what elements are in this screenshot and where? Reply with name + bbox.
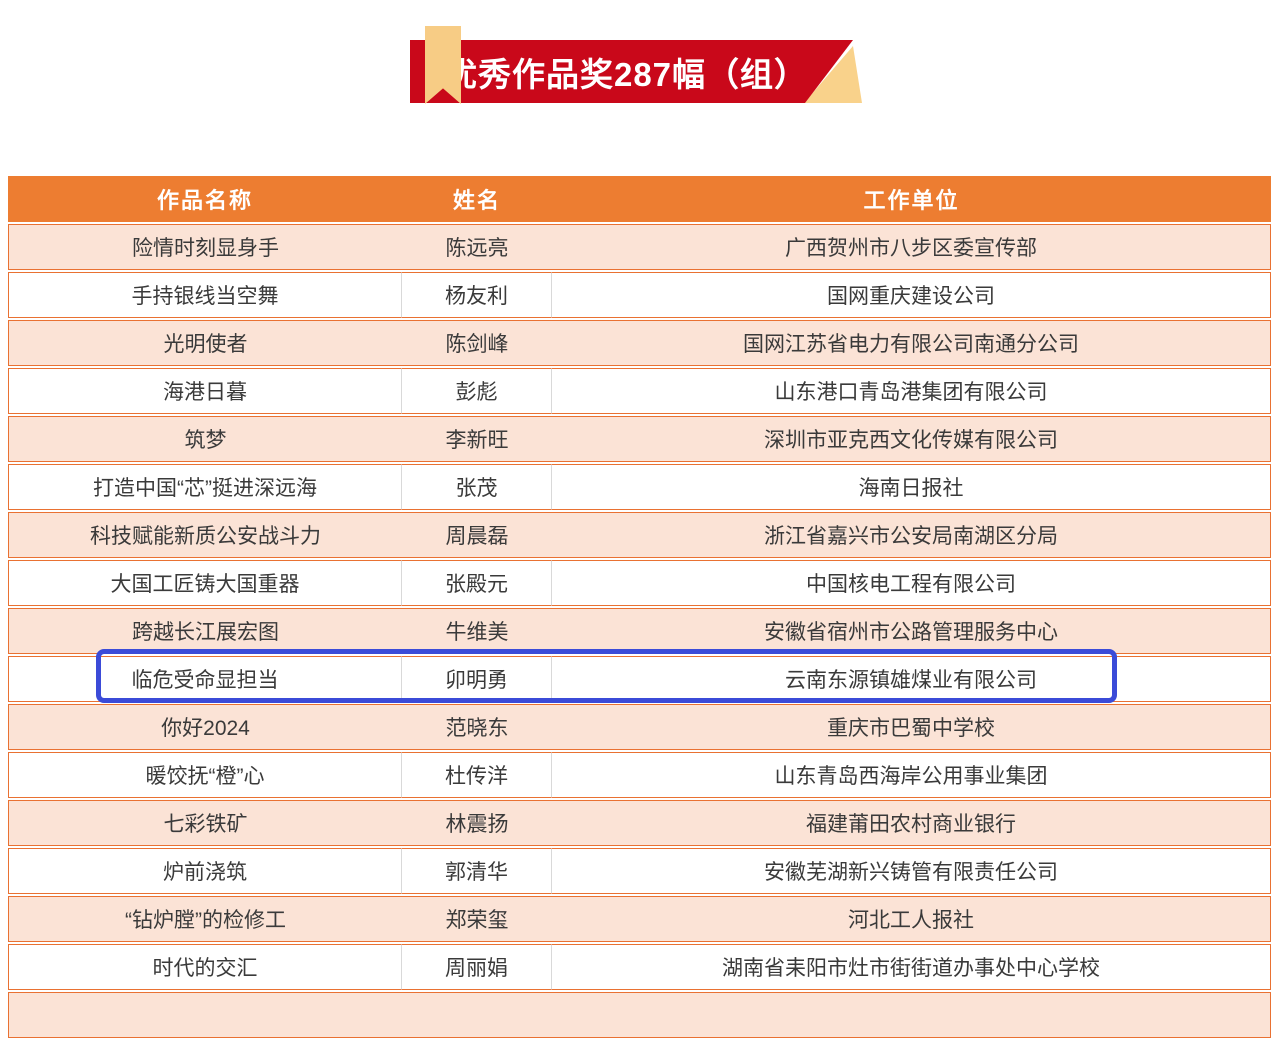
cell-org [552, 992, 1271, 1038]
cell-work: “钻炉膛”的检修工 [8, 896, 402, 942]
cell-name: 范晓东 [402, 704, 552, 750]
awards-table-container: 作品名称 姓名 工作单位 险情时刻显身手 陈远亮 广西贺州市八步区委宣传部 手持… [8, 174, 1271, 1040]
cell-org: 山东港口青岛港集团有限公司 [552, 368, 1271, 414]
table-row: 炉前浇筑 郭清华 安徽芜湖新兴铸管有限责任公司 [8, 848, 1271, 894]
table-row: 临危受命显担当 卯明勇 云南东源镇雄煤业有限公司 [8, 656, 1271, 702]
cell-name: 陈剑峰 [402, 320, 552, 366]
cell-name: 杜传洋 [402, 752, 552, 798]
cell-name: 郑荣玺 [402, 896, 552, 942]
table-row: 暖饺抚“橙”心 杜传洋 山东青岛西海岸公用事业集团 [8, 752, 1271, 798]
cell-work: 筑梦 [8, 416, 402, 462]
cell-org: 浙江省嘉兴市公安局南湖区分局 [552, 512, 1271, 558]
table-row: 光明使者 陈剑峰 国网江苏省电力有限公司南通分公司 [8, 320, 1271, 366]
cell-name: 张茂 [402, 464, 552, 510]
cell-name: 卯明勇 [402, 656, 552, 702]
cell-name: 陈远亮 [402, 224, 552, 270]
cell-name: 彭彪 [402, 368, 552, 414]
cell-work: 科技赋能新质公安战斗力 [8, 512, 402, 558]
table-header-row: 作品名称 姓名 工作单位 [8, 176, 1271, 222]
column-header-org: 工作单位 [552, 176, 1271, 222]
cell-work: 七彩铁矿 [8, 800, 402, 846]
cell-org: 海南日报社 [552, 464, 1271, 510]
cell-org: 国网江苏省电力有限公司南通分公司 [552, 320, 1271, 366]
table-row: 筑梦 李新旺 深圳市亚克西文化传媒有限公司 [8, 416, 1271, 462]
table-row: 时代的交汇 周丽娟 湖南省耒阳市灶市街街道办事处中心学校 [8, 944, 1271, 990]
cell-org: 安徽芜湖新兴铸管有限责任公司 [552, 848, 1271, 894]
cell-name: 林震扬 [402, 800, 552, 846]
cell-work: 暖饺抚“橙”心 [8, 752, 402, 798]
table-row: “钻炉膛”的检修工 郑荣玺 河北工人报社 [8, 896, 1271, 942]
cell-name: 郭清华 [402, 848, 552, 894]
cell-name: 杨友利 [402, 272, 552, 318]
table-row: 打造中国“芯”挺进深远海 张茂 海南日报社 [8, 464, 1271, 510]
page: { "banner": { "title": "优秀作品奖287幅（组）", "… [8, 26, 1271, 1038]
award-banner: 优秀作品奖287幅（组） [410, 26, 866, 104]
cell-org: 福建莆田农村商业银行 [552, 800, 1271, 846]
table-row: 险情时刻显身手 陈远亮 广西贺州市八步区委宣传部 [8, 224, 1271, 270]
cell-work: 险情时刻显身手 [8, 224, 402, 270]
cell-org: 中国核电工程有限公司 [552, 560, 1271, 606]
cell-name: 牛维美 [402, 608, 552, 654]
cell-name: 张殿元 [402, 560, 552, 606]
table-row: 大国工匠铸大国重器 张殿元 中国核电工程有限公司 [8, 560, 1271, 606]
cell-work: 你好2024 [8, 704, 402, 750]
banner-title: 优秀作品奖287幅（组） [443, 55, 809, 93]
cell-name: 周丽娟 [402, 944, 552, 990]
cell-work: 光明使者 [8, 320, 402, 366]
cell-work: 海港日暮 [8, 368, 402, 414]
cell-name: 李新旺 [402, 416, 552, 462]
table-row: 手持银线当空舞 杨友利 国网重庆建设公司 [8, 272, 1271, 318]
cell-work [8, 992, 402, 1038]
cell-org: 安徽省宿州市公路管理服务中心 [552, 608, 1271, 654]
table-row-cutoff [8, 992, 1271, 1038]
table-row: 你好2024 范晓东 重庆市巴蜀中学校 [8, 704, 1271, 750]
cell-name: 周晨磊 [402, 512, 552, 558]
table-row: 跨越长江展宏图 牛维美 安徽省宿州市公路管理服务中心 [8, 608, 1271, 654]
awards-table: 作品名称 姓名 工作单位 险情时刻显身手 陈远亮 广西贺州市八步区委宣传部 手持… [8, 174, 1271, 1040]
cell-org: 广西贺州市八步区委宣传部 [552, 224, 1271, 270]
table-row: 科技赋能新质公安战斗力 周晨磊 浙江省嘉兴市公安局南湖区分局 [8, 512, 1271, 558]
column-header-name: 姓名 [402, 176, 552, 222]
cell-work: 跨越长江展宏图 [8, 608, 402, 654]
table-row: 海港日暮 彭彪 山东港口青岛港集团有限公司 [8, 368, 1271, 414]
cell-org: 山东青岛西海岸公用事业集团 [552, 752, 1271, 798]
cell-org: 湖南省耒阳市灶市街街道办事处中心学校 [552, 944, 1271, 990]
cell-name [402, 992, 552, 1038]
cell-work: 大国工匠铸大国重器 [8, 560, 402, 606]
cell-work: 炉前浇筑 [8, 848, 402, 894]
table-row: 七彩铁矿 林震扬 福建莆田农村商业银行 [8, 800, 1271, 846]
cell-work: 打造中国“芯”挺进深远海 [8, 464, 402, 510]
banner-background: 优秀作品奖287幅（组） [410, 40, 853, 103]
cell-work: 手持银线当空舞 [8, 272, 402, 318]
cell-org: 河北工人报社 [552, 896, 1271, 942]
table-body: 险情时刻显身手 陈远亮 广西贺州市八步区委宣传部 手持银线当空舞 杨友利 国网重… [8, 224, 1271, 1038]
cell-org: 国网重庆建设公司 [552, 272, 1271, 318]
cell-org: 重庆市巴蜀中学校 [552, 704, 1271, 750]
cell-work: 时代的交汇 [8, 944, 402, 990]
column-header-work: 作品名称 [8, 176, 402, 222]
cell-org: 深圳市亚克西文化传媒有限公司 [552, 416, 1271, 462]
cell-work: 临危受命显担当 [8, 656, 402, 702]
cell-org: 云南东源镇雄煤业有限公司 [552, 656, 1271, 702]
